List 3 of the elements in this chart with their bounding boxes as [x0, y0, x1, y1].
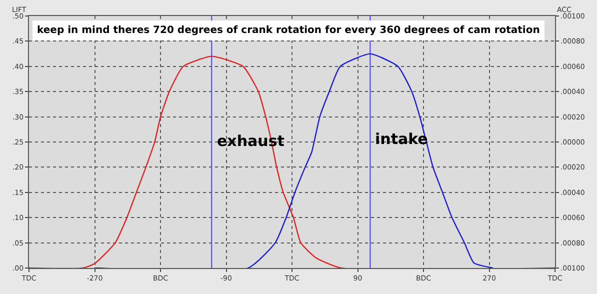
line-series: [94, 53, 494, 268]
text: keep in mind theres 720 degrees of crank rotation for every 360 degrees of cam rotation: [37, 25, 540, 36]
line-series: [29, 56, 555, 268]
